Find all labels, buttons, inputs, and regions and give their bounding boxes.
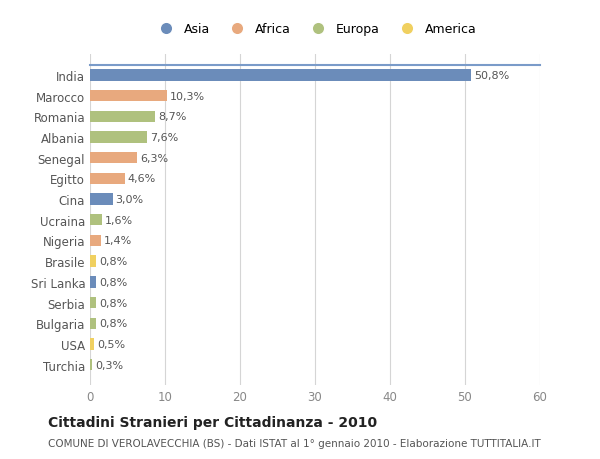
Bar — [90, 297, 96, 308]
Text: 4,6%: 4,6% — [128, 174, 156, 184]
Bar — [90, 153, 137, 164]
Bar — [90, 318, 96, 329]
Bar — [90, 132, 147, 143]
Text: 50,8%: 50,8% — [474, 71, 509, 81]
Text: Cittadini Stranieri per Cittadinanza - 2010: Cittadini Stranieri per Cittadinanza - 2… — [48, 415, 377, 429]
Text: 3,0%: 3,0% — [115, 195, 143, 205]
Text: 0,8%: 0,8% — [99, 257, 127, 267]
Bar — [90, 70, 471, 81]
Bar — [90, 174, 125, 185]
Text: 0,8%: 0,8% — [99, 298, 127, 308]
Bar — [90, 112, 155, 123]
Bar — [90, 359, 92, 370]
Text: 10,3%: 10,3% — [170, 91, 205, 101]
Text: 6,3%: 6,3% — [140, 153, 169, 163]
Text: 0,5%: 0,5% — [97, 339, 125, 349]
Bar — [90, 91, 167, 102]
Bar — [90, 339, 94, 350]
Bar — [90, 235, 101, 246]
Text: 0,8%: 0,8% — [99, 319, 127, 329]
Text: COMUNE DI VEROLAVECCHIA (BS) - Dati ISTAT al 1° gennaio 2010 - Elaborazione TUTT: COMUNE DI VEROLAVECCHIA (BS) - Dati ISTA… — [48, 438, 541, 448]
Text: 1,6%: 1,6% — [105, 215, 133, 225]
Legend: Asia, Africa, Europa, America: Asia, Africa, Europa, America — [149, 18, 481, 41]
Bar — [90, 256, 96, 267]
Text: 7,6%: 7,6% — [150, 133, 178, 143]
Bar — [90, 194, 113, 205]
Text: 8,7%: 8,7% — [158, 112, 187, 122]
Text: 1,4%: 1,4% — [104, 236, 132, 246]
Text: 0,3%: 0,3% — [95, 360, 124, 370]
Bar — [90, 215, 102, 226]
Bar — [90, 277, 96, 288]
Text: 0,8%: 0,8% — [99, 277, 127, 287]
